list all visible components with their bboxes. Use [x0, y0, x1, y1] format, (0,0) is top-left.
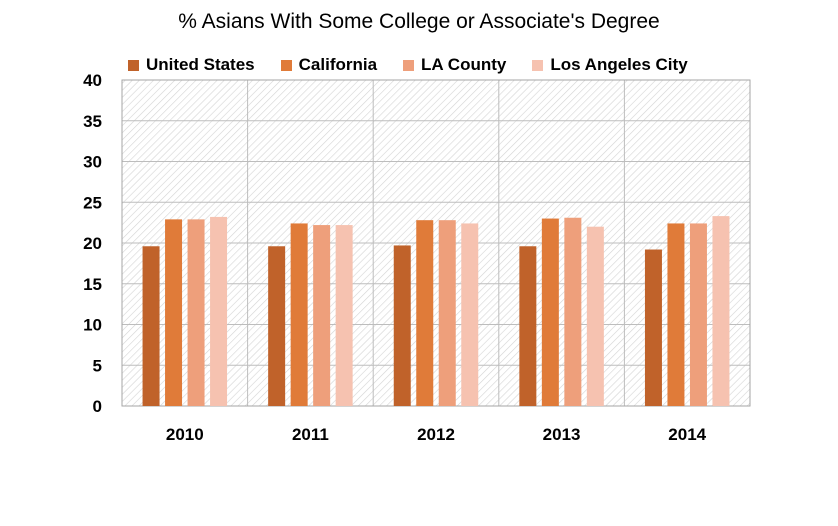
plot-border [121, 79, 751, 407]
bar-los-angeles-city-2012 [461, 223, 479, 406]
bar-la-county-2013 [564, 217, 582, 406]
bar-los-angeles-city-2010 [210, 216, 228, 406]
legend-label-la-county: LA County [421, 55, 507, 74]
bar-united-states-2010 [142, 246, 160, 406]
y-tick-label-35: 35 [83, 112, 102, 131]
bar-los-angeles-city-2014 [712, 216, 730, 406]
legend-item-california: California [280, 55, 378, 75]
y-tick-label-30: 30 [83, 153, 102, 172]
legend-swatch-california [280, 59, 292, 71]
y-tick-label-40: 40 [83, 71, 102, 90]
legend-item-la-county: LA County [403, 55, 506, 75]
bar-la-county-2014 [689, 223, 707, 406]
chart-title: % Asians With Some College or Associate'… [178, 10, 660, 33]
legend-swatch-la-county [403, 59, 415, 71]
y-tick-label-20: 20 [83, 234, 102, 253]
legend-swatch-los-angeles-city [532, 59, 544, 71]
bar-california-2010 [165, 219, 183, 406]
bar-united-states-2011 [268, 246, 286, 406]
x-tick-label-2012: 2012 [417, 425, 455, 444]
chart-legend: United States California LA County Los A… [128, 55, 714, 75]
bar-united-states-2012 [393, 245, 411, 406]
y-tick-label-0: 0 [93, 397, 102, 416]
bar-california-2014 [667, 223, 685, 406]
bar-california-2012 [416, 220, 434, 406]
legend-item-los-angeles-city: Los Angeles City [532, 55, 688, 75]
legend-label-los-angeles-city: Los Angeles City [550, 55, 688, 74]
legend-label-california: California [298, 55, 378, 74]
bar-california-2011 [290, 223, 308, 406]
y-tick-label-15: 15 [83, 275, 102, 294]
y-tick-label-25: 25 [83, 193, 102, 212]
bar-united-states-2013 [519, 246, 537, 406]
bar-united-states-2014 [644, 249, 662, 406]
y-tick-label-10: 10 [83, 316, 102, 335]
y-tick-label-5: 5 [93, 356, 102, 375]
x-tick-label-2011: 2011 [292, 425, 329, 444]
legend-label-united-states: United States [146, 55, 255, 74]
x-tick-label-2014: 2014 [668, 425, 706, 444]
bar-los-angeles-city-2013 [586, 226, 604, 406]
bar-la-county-2010 [187, 219, 205, 406]
bar-los-angeles-city-2011 [335, 225, 353, 406]
bar-la-county-2011 [313, 225, 331, 406]
x-tick-label-2010: 2010 [166, 425, 204, 444]
bar-california-2013 [541, 218, 559, 406]
legend-item-united-states: United States [128, 55, 255, 75]
x-tick-label-2013: 2013 [543, 425, 581, 444]
legend-swatch-united-states [128, 59, 139, 71]
bar-la-county-2012 [438, 220, 456, 406]
